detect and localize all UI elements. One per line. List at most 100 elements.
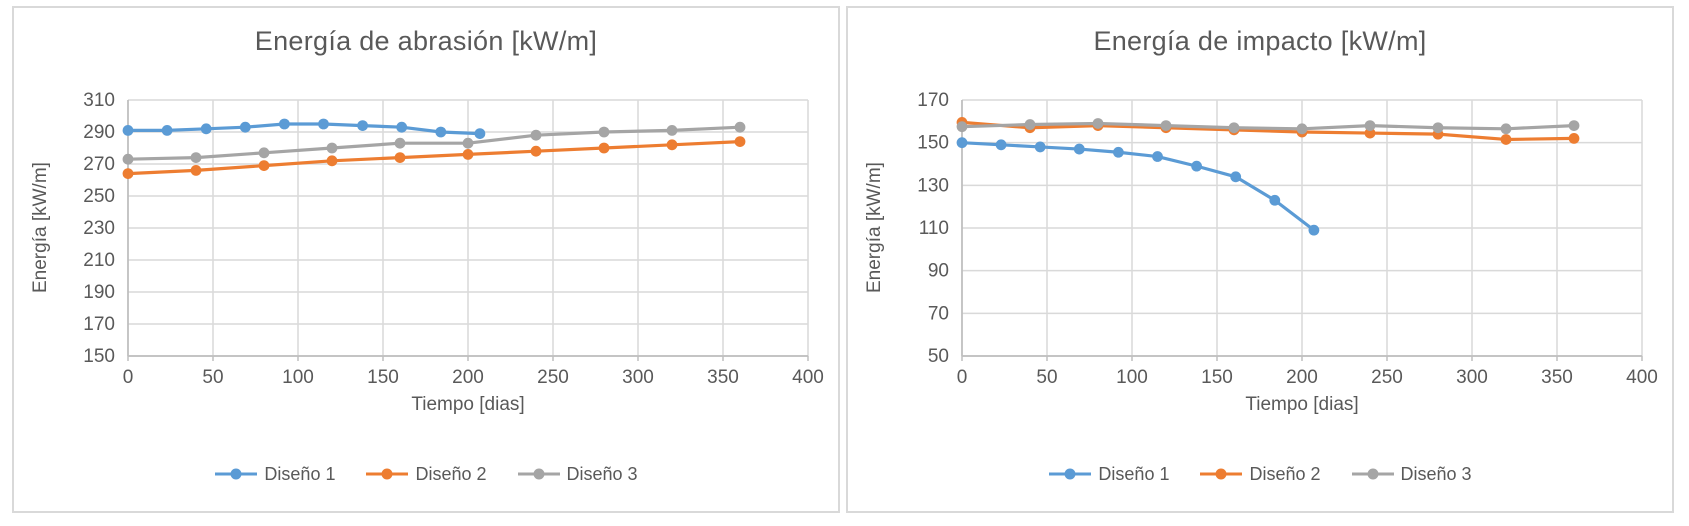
data-point-series-3	[190, 152, 202, 164]
series-line-2	[960, 120, 1576, 142]
x-tick-label: 0	[123, 367, 134, 388]
y-axis-title: Energía [kW/m]	[30, 162, 51, 294]
chart-title-abrasion: Energía de abrasión [kW/m]	[254, 26, 598, 56]
legend-label: Diseño 3	[566, 463, 638, 484]
x-axis-title: Tiempo [dias]	[411, 394, 525, 415]
data-point-series-3	[666, 125, 678, 136]
data-point-series-2	[734, 136, 746, 148]
x-tick-label: 350	[707, 367, 739, 388]
legend-item-diseno-1: Diseño 1	[214, 464, 335, 485]
legend-item-diseno-2: Diseño 2	[365, 463, 487, 485]
series-line-2	[126, 140, 742, 176]
y-tick-label: 270	[83, 154, 115, 175]
x-tick-label: 0	[957, 367, 968, 388]
legend-label: Diseño 1	[264, 463, 336, 484]
x-tick-label: 400	[792, 367, 824, 388]
data-point-series-3	[1364, 120, 1376, 131]
x-tick-label: 350	[1541, 367, 1573, 388]
data-point-series-1	[1269, 194, 1281, 206]
y-tick-label: 310	[83, 90, 115, 111]
data-point-series-1	[318, 118, 329, 130]
data-point-series-2	[1500, 134, 1512, 145]
data-point-series-3	[734, 121, 746, 133]
data-point-series-2	[530, 145, 542, 157]
plot-area-abrasion: 0 50 100 150 200 250 300 350 400 150 170 190 210 230 2…	[83, 90, 824, 388]
line-marker-icon	[215, 468, 258, 480]
x-tick-label: 400	[1626, 367, 1658, 388]
data-point-series-1	[1191, 160, 1202, 172]
line-marker-icon	[1049, 468, 1092, 480]
data-point-series-3	[1432, 122, 1444, 134]
y-tick-label: 150	[83, 346, 115, 367]
x-tick-label: 200	[452, 367, 484, 388]
data-point-series-1	[122, 125, 134, 136]
legend: Diseño 1 Diseño 2 Diseño 3	[848, 461, 1672, 487]
data-point-series-3	[1500, 123, 1512, 135]
data-point-series-2	[122, 168, 134, 180]
x-axis-title: Tiempo [dias]	[1245, 394, 1359, 415]
data-point-series-1	[995, 139, 1007, 151]
line-marker-icon	[1200, 468, 1243, 480]
data-point-series-1	[956, 137, 968, 149]
legend: Diseño 1 Diseño 2 Diseño 3	[14, 461, 838, 487]
data-point-series-2	[462, 149, 474, 160]
y-tick-label: 210	[83, 250, 115, 271]
chart-panel-impacto[interactable]: 0 50 100 150 200 250 300 350 400 50 70 90 110 130 150 1…	[846, 6, 1674, 513]
data-point-series-1	[1230, 171, 1242, 183]
series-line-3	[126, 125, 742, 161]
data-point-series-3	[326, 142, 338, 154]
x-tick-label: 300	[1456, 367, 1488, 388]
data-point-series-2	[326, 155, 338, 167]
data-point-series-3	[530, 129, 542, 141]
x-tick-label: 100	[1116, 367, 1148, 388]
data-point-series-3	[1568, 120, 1580, 131]
data-point-series-3	[394, 137, 406, 149]
data-point-series-1	[1308, 224, 1320, 236]
x-tick-label: 250	[1371, 367, 1403, 388]
data-point-series-1	[1073, 143, 1085, 155]
legend-label: Diseño 2	[415, 463, 487, 484]
data-point-series-3	[122, 153, 134, 165]
legend-item-diseno-3: Diseño 3	[517, 464, 638, 485]
legend-label: Diseño 1	[1098, 463, 1170, 484]
data-point-series-3	[1228, 122, 1240, 134]
y-tick-label: 250	[83, 186, 115, 207]
data-point-series-3	[598, 126, 610, 138]
data-point-series-1	[1034, 141, 1046, 153]
y-tick-label: 290	[83, 122, 115, 143]
data-point-series-3	[1296, 123, 1308, 135]
y-tick-label: 70	[928, 303, 949, 324]
data-point-series-2	[394, 152, 406, 164]
y-tick-label: 170	[917, 90, 949, 111]
legend-label: Diseño 3	[1400, 463, 1472, 484]
data-point-series-2	[258, 160, 270, 172]
y-tick-label: 230	[83, 218, 115, 239]
data-point-series-2	[666, 139, 678, 151]
data-point-series-3	[1092, 118, 1104, 129]
data-point-series-1	[1152, 151, 1163, 162]
chart-panel-abrasion[interactable]: 0 50 100 150 200 250 300 350 400 150 170 190 210 230 2…	[12, 6, 840, 513]
plot-area-impacto: 0 50 100 150 200 250 300 350 400 50 70 90 110 130 150 1…	[917, 90, 1658, 388]
data-point-series-1	[357, 120, 368, 131]
legend-item-diseno-2: Diseño 2	[1199, 463, 1321, 485]
data-point-series-1	[396, 121, 408, 133]
y-tick-label: 110	[919, 218, 949, 239]
data-point-series-1	[161, 125, 173, 136]
y-axis-title: Energía [kW/m]	[864, 162, 885, 294]
data-point-series-3	[1160, 120, 1172, 131]
series-line-3	[960, 121, 1576, 131]
series-line-1	[960, 141, 1316, 232]
data-point-series-1	[1113, 146, 1124, 158]
y-tick-label: 90	[928, 261, 949, 282]
x-tick-label: 50	[1036, 367, 1057, 388]
y-tick-label: 170	[83, 314, 115, 335]
line-marker-icon	[517, 468, 560, 480]
legend-label: Diseño 2	[1249, 463, 1321, 484]
data-point-series-1	[239, 121, 251, 133]
x-tick-label: 200	[1286, 367, 1318, 388]
line-marker-icon	[366, 468, 409, 480]
data-point-series-2	[1364, 127, 1376, 139]
x-tick-label: 150	[1201, 367, 1233, 388]
data-point-series-3	[258, 147, 270, 159]
y-tick-label: 190	[83, 282, 115, 303]
